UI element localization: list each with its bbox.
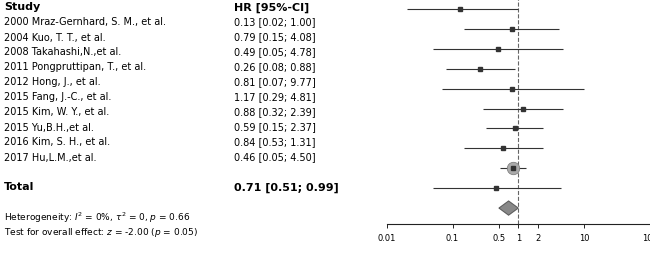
Text: 2011 Pongpruttipan, T., et al.: 2011 Pongpruttipan, T., et al.: [4, 62, 146, 72]
Text: 2008 Takahashi,N.,et al.: 2008 Takahashi,N.,et al.: [4, 47, 121, 57]
Text: Heterogeneity: $I^2$ = 0%, $\tau^2$ = 0, $p$ = 0.66: Heterogeneity: $I^2$ = 0%, $\tau^2$ = 0,…: [4, 210, 190, 224]
Text: 2000 Mraz-Gernhard, S. M., et al.: 2000 Mraz-Gernhard, S. M., et al.: [4, 18, 166, 27]
Text: 2015 Kim, W. Y., et al.: 2015 Kim, W. Y., et al.: [4, 107, 109, 117]
Text: 2015 Yu,B.H.,et al.: 2015 Yu,B.H.,et al.: [4, 122, 94, 132]
Text: 0.46 [0.05; 4.50]: 0.46 [0.05; 4.50]: [234, 152, 316, 162]
Text: 2004 Kuo, T. T., et al.: 2004 Kuo, T. T., et al.: [4, 32, 105, 42]
Text: 0.88 [0.32; 2.39]: 0.88 [0.32; 2.39]: [234, 107, 316, 117]
Text: 0.13 [0.02; 1.00]: 0.13 [0.02; 1.00]: [234, 18, 315, 27]
Text: HR [95%-CI]: HR [95%-CI]: [234, 2, 309, 13]
Text: 0.49 [0.05; 4.78]: 0.49 [0.05; 4.78]: [234, 47, 316, 57]
Text: Study: Study: [4, 3, 40, 12]
Text: 0.79 [0.15; 4.08]: 0.79 [0.15; 4.08]: [234, 32, 316, 42]
Polygon shape: [499, 201, 518, 215]
Text: 0.71 [0.51; 0.99]: 0.71 [0.51; 0.99]: [234, 182, 339, 192]
Text: 2016 Kim, S. H., et al.: 2016 Kim, S. H., et al.: [4, 137, 110, 147]
Text: 2012 Hong, J., et al.: 2012 Hong, J., et al.: [4, 77, 101, 87]
Text: 0.84 [0.53; 1.31]: 0.84 [0.53; 1.31]: [234, 137, 315, 147]
Text: Test for overall effect: $z$ = -2.00 ($p$ = 0.05): Test for overall effect: $z$ = -2.00 ($p…: [4, 225, 198, 238]
Text: 0.81 [0.07; 9.77]: 0.81 [0.07; 9.77]: [234, 77, 316, 87]
Text: 2017 Hu,L.M.,et al.: 2017 Hu,L.M.,et al.: [4, 152, 96, 162]
Text: 0.26 [0.08; 0.88]: 0.26 [0.08; 0.88]: [234, 62, 315, 72]
Text: 1.17 [0.29; 4.81]: 1.17 [0.29; 4.81]: [234, 92, 316, 102]
Text: Total: Total: [4, 182, 34, 192]
Text: 2015 Fang, J.-C., et al.: 2015 Fang, J.-C., et al.: [4, 92, 111, 102]
Text: 0.59 [0.15; 2.37]: 0.59 [0.15; 2.37]: [234, 122, 316, 132]
